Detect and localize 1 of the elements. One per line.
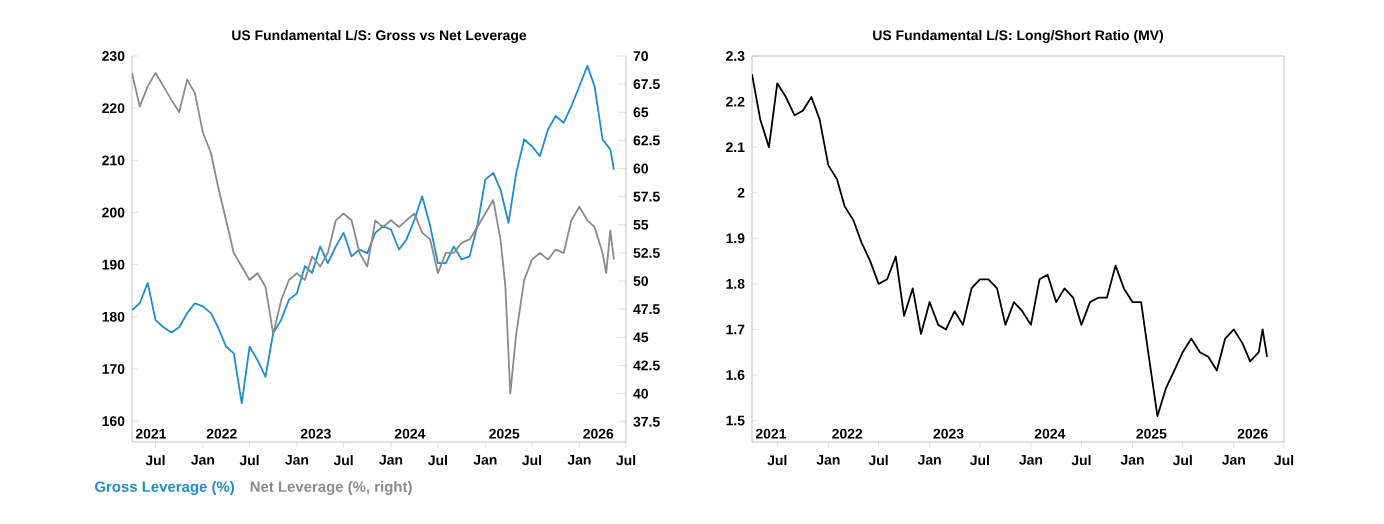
line-series (752, 73, 1268, 417)
